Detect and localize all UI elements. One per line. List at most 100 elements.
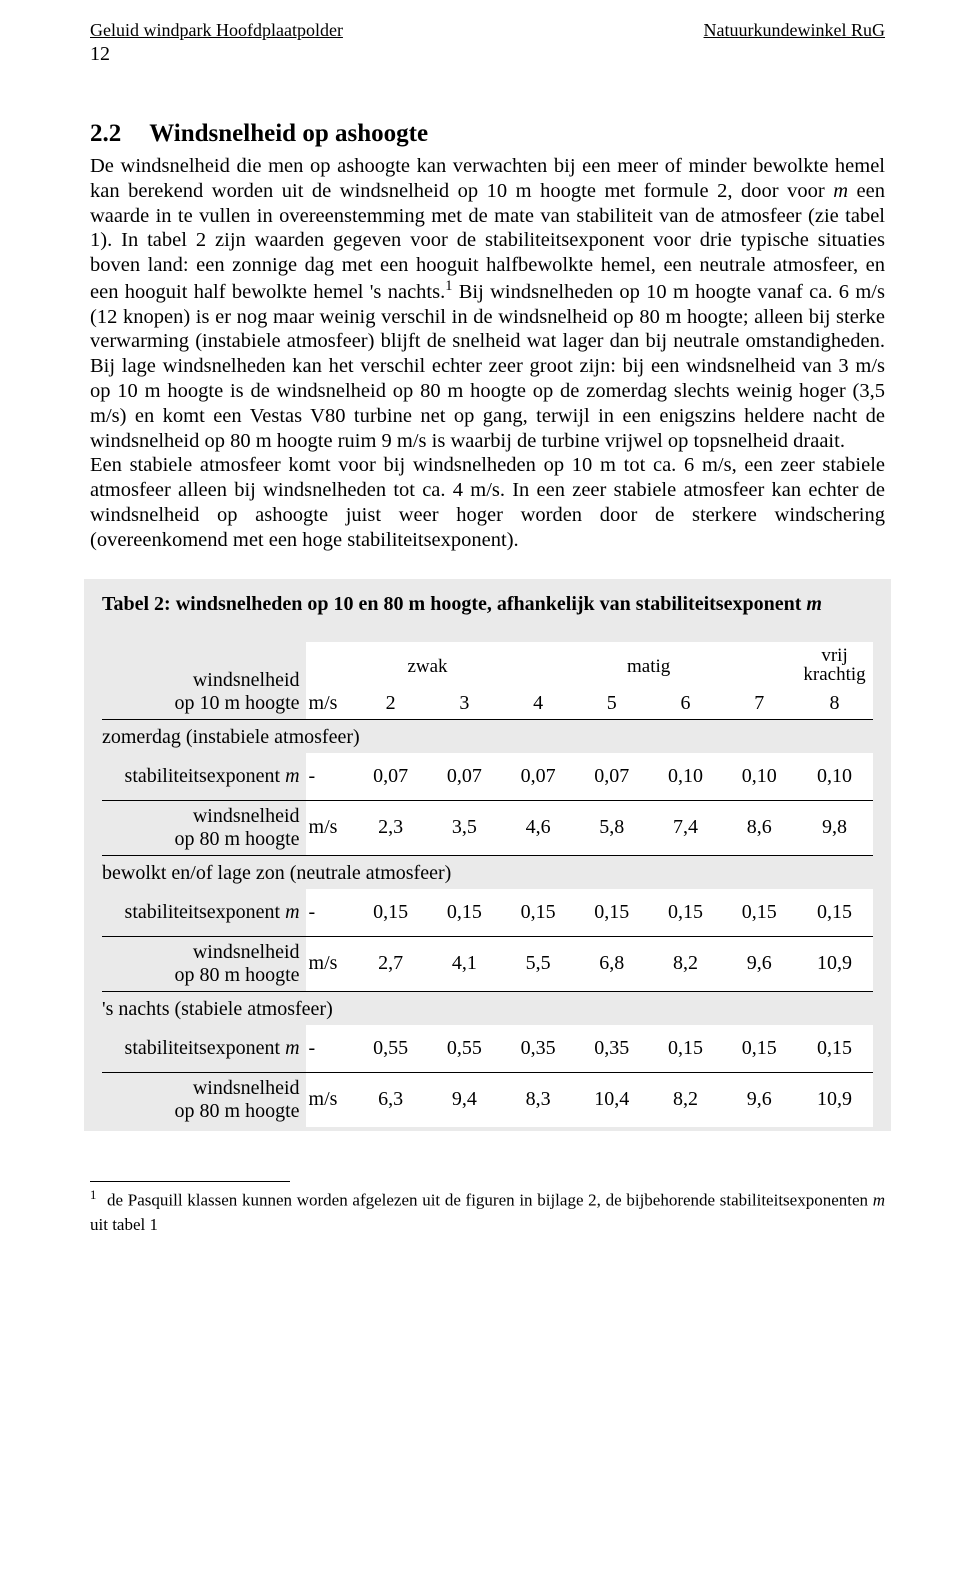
col-header: 4 [501, 688, 575, 720]
data-cell: 0,15 [649, 889, 723, 937]
data-cell: 10,9 [796, 936, 873, 991]
row-label: windsnelheidop 80 m hoogte [102, 936, 306, 991]
data-cell: 0,10 [796, 753, 873, 801]
data-cell: 0,55 [427, 1025, 501, 1073]
section-number: 2.2 [90, 120, 121, 148]
data-cell: 5,8 [575, 800, 649, 855]
data-cell: 0,15 [796, 889, 873, 937]
footnote-text-a: de Pasquill klassen kunnen worden afgele… [102, 1190, 872, 1209]
section-row-nacht: 's nachts (stabiele atmosfeer) [102, 991, 873, 1025]
data-cell: 0,15 [796, 1025, 873, 1073]
w80-line2: op 80 m hoogte [175, 828, 300, 850]
m-italic: m [285, 1037, 299, 1059]
page-number: 12 [90, 43, 885, 66]
data-cell: 6,8 [575, 936, 649, 991]
data-cell: 4,6 [501, 800, 575, 855]
row-label-wind10: windsnelheid op 10 m hoogte [102, 642, 306, 720]
table-row: stabiliteitsexponent m - 0,07 0,07 0,07 … [102, 753, 873, 801]
header-left: Geluid windpark Hoofdplaatpolder [90, 20, 343, 41]
table-row: stabiliteitsexponent m - 0,15 0,15 0,15 … [102, 889, 873, 937]
data-cell: 0,10 [649, 753, 723, 801]
strength-matig: matig [575, 642, 722, 688]
w80-line2: op 80 m hoogte [175, 1100, 300, 1122]
data-cell: 9,8 [796, 800, 873, 855]
unit-cell: m/s [306, 800, 354, 855]
data-cell: 8,3 [501, 1072, 575, 1127]
data-cell: 0,15 [722, 1025, 796, 1073]
row-label-wind10-b: op 10 m hoogte [175, 692, 300, 714]
row-label: stabiliteitsexponent m [102, 753, 306, 801]
spacer [501, 642, 575, 688]
m-italic: m [285, 901, 299, 923]
data-cell: 0,15 [575, 889, 649, 937]
table-caption: Tabel 2: windsnelheden op 10 en 80 m hoo… [102, 593, 873, 616]
m-italic: m [285, 765, 299, 787]
data-cell: 10,4 [575, 1072, 649, 1127]
data-cell: 0,07 [501, 753, 575, 801]
data-cell: 6,3 [354, 1072, 428, 1127]
section-label-zomer: zomerdag (instabiele atmosfeer) [102, 719, 873, 753]
table-row: windsnelheidop 80 m hoogte m/s 2,3 3,5 4… [102, 800, 873, 855]
footnote-text-b: uit tabel 1 [90, 1215, 158, 1234]
data-cell: 8,6 [722, 800, 796, 855]
row-label: stabiliteitsexponent m [102, 1025, 306, 1073]
table-2: Tabel 2: windsnelheden op 10 en 80 m hoo… [84, 579, 891, 1131]
section-label-nacht: 's nachts (stabiele atmosfeer) [102, 991, 873, 1025]
w80-line2: op 80 m hoogte [175, 964, 300, 986]
table-row: stabiliteitsexponent m - 0,55 0,55 0,35 … [102, 1025, 873, 1073]
data-cell: 0,07 [427, 753, 501, 801]
strength-krachtig: krachtig [803, 664, 865, 685]
table-row: windsnelheidop 80 m hoogte m/s 2,7 4,1 5… [102, 936, 873, 991]
data-cell: 0,15 [649, 1025, 723, 1073]
table-strength-row: windsnelheid op 10 m hoogte m/s zwak mat… [102, 642, 873, 688]
w80-line1: windsnelheid [193, 805, 300, 827]
page: Geluid windpark Hoofdplaatpolder Natuurk… [0, 0, 960, 1278]
strength-vrij-krachtig: vrij krachtig [796, 642, 873, 688]
section-label-bewolkt: bewolkt en/of lage zon (neutrale atmosfe… [102, 855, 873, 889]
unit-cell: - [306, 1025, 354, 1073]
data-cell: 8,2 [649, 936, 723, 991]
data-cell: 9,6 [722, 936, 796, 991]
data-cell: 10,9 [796, 1072, 873, 1127]
data-cell: 3,5 [427, 800, 501, 855]
data-cell: 0,10 [722, 753, 796, 801]
w80-line1: windsnelheid [193, 1077, 300, 1099]
strength-zwak: zwak [354, 642, 501, 688]
data-cell: 0,15 [501, 889, 575, 937]
m-label: stabiliteitsexponent [125, 1037, 286, 1059]
unit-ms-header: m/s [306, 642, 354, 720]
footnote-m: m [873, 1190, 885, 1209]
col-header: 8 [796, 688, 873, 720]
data-cell: 8,2 [649, 1072, 723, 1127]
data-cell: 0,07 [575, 753, 649, 801]
m-label: stabiliteitsexponent [125, 765, 286, 787]
body-paragraphs: De windsnelheid die men op ashoogte kan … [90, 154, 885, 553]
table-caption-text: Tabel 2: windsnelheden op 10 en 80 m hoo… [102, 593, 806, 615]
data-cell: 0,55 [354, 1025, 428, 1073]
data-cell: 9,6 [722, 1072, 796, 1127]
data-cell: 2,7 [354, 936, 428, 991]
table-data: windsnelheid op 10 m hoogte m/s zwak mat… [102, 642, 873, 1127]
running-header: Geluid windpark Hoofdplaatpolder Natuurk… [90, 20, 885, 41]
row-label: windsnelheidop 80 m hoogte [102, 1072, 306, 1127]
data-cell: 2,3 [354, 800, 428, 855]
spacer [722, 642, 796, 688]
section-title-text: Windsnelheid op ashoogte [149, 120, 428, 147]
data-cell: 7,4 [649, 800, 723, 855]
table-row: windsnelheidop 80 m hoogte m/s 6,3 9,4 8… [102, 1072, 873, 1127]
body-p1c: Bij windsnelheden op 10 m hoogte vanaf c… [90, 281, 885, 452]
data-cell: 5,5 [501, 936, 575, 991]
body-p1a: De windsnelheid die men op ashoogte kan … [90, 155, 885, 202]
data-cell: 0,15 [722, 889, 796, 937]
section-row-zomer: zomerdag (instabiele atmosfeer) [102, 719, 873, 753]
footnote-separator [90, 1181, 290, 1182]
body-p2: Een stabiele atmosfeer komt voor bij win… [90, 454, 885, 550]
row-label: windsnelheidop 80 m hoogte [102, 800, 306, 855]
data-cell: 0,15 [427, 889, 501, 937]
data-cell: 9,4 [427, 1072, 501, 1127]
unit-cell: m/s [306, 1072, 354, 1127]
w80-line1: windsnelheid [193, 941, 300, 963]
col-header: 2 [354, 688, 428, 720]
col-header: 5 [575, 688, 649, 720]
unit-cell: m/s [306, 936, 354, 991]
